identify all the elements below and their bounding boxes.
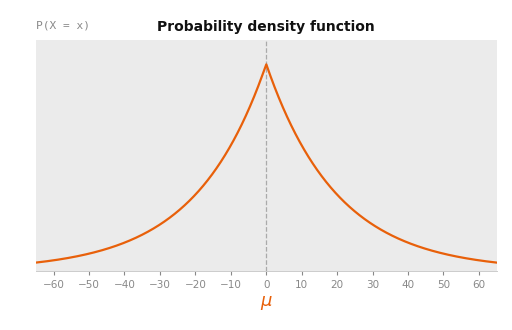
Text: P(X = x): P(X = x) — [36, 20, 90, 30]
Title: Probability density function: Probability density function — [157, 20, 375, 34]
X-axis label: μ: μ — [261, 292, 272, 311]
